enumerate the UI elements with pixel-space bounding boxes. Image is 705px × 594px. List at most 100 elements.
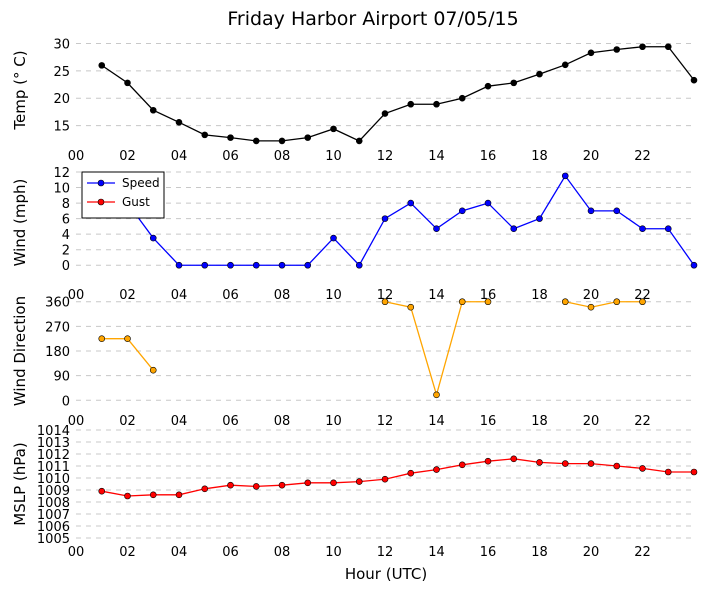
y-tick-label: 1013 [37, 436, 70, 451]
data-point [613, 46, 621, 53]
x-tick-label: 16 [480, 288, 497, 303]
data-point [484, 298, 492, 306]
data-point [690, 76, 698, 84]
x-tick-label: 22 [634, 288, 651, 303]
data-point [278, 481, 286, 489]
series-line [565, 301, 643, 308]
x-tick-label: 20 [583, 545, 600, 560]
data-point [639, 225, 646, 233]
data-point [407, 199, 415, 207]
y-tick-label: 6 [62, 213, 70, 228]
x-tick-label: 06 [222, 288, 239, 303]
data-point [484, 199, 492, 207]
data-point [664, 468, 672, 476]
data-point [381, 215, 389, 222]
x-tick-label: 02 [119, 288, 136, 303]
data-point [536, 459, 543, 466]
y-tick-label: 1014 [37, 424, 70, 439]
data-point [639, 465, 646, 472]
x-tick-label: 12 [377, 545, 394, 560]
data-point [304, 479, 312, 487]
data-point [458, 461, 466, 469]
data-point [433, 100, 440, 108]
y-tick-label: 30 [53, 37, 70, 52]
data-point [304, 134, 312, 141]
data-point [510, 455, 518, 463]
data-point [561, 298, 569, 306]
data-point [355, 478, 363, 485]
data-point [510, 79, 518, 87]
y-tick-label: 1005 [37, 532, 70, 547]
x-tick-label: 12 [377, 288, 394, 303]
x-tick-label: 10 [325, 288, 342, 303]
x-tick-label: 04 [171, 414, 188, 429]
y-tick-label: 25 [53, 65, 70, 80]
x-tick-label: 20 [583, 414, 600, 429]
x-tick-label: 08 [274, 414, 291, 429]
y-axis-label: Wind Direction [11, 296, 29, 406]
x-tick-label: 18 [531, 149, 548, 164]
x-tick-label: 08 [274, 288, 291, 303]
y-tick-label: 1010 [37, 472, 70, 487]
data-point [458, 207, 466, 215]
y-tick-label: 10 [53, 182, 70, 197]
data-point [587, 460, 595, 467]
x-tick-label: 22 [634, 545, 651, 560]
data-point [613, 462, 621, 470]
y-tick-label: 1012 [37, 448, 70, 463]
y-axis-label: Temp (° C) [11, 50, 29, 130]
x-tick-label: 08 [274, 545, 291, 560]
series-line [384, 301, 488, 398]
data-point [587, 49, 595, 57]
x-tick-label: 14 [428, 288, 445, 303]
data-point [510, 225, 518, 233]
data-point [175, 118, 183, 126]
data-point [433, 225, 440, 233]
y-tick-label: 12 [53, 166, 70, 181]
x-tick-label: 10 [325, 414, 342, 429]
y-tick-label: 1008 [37, 496, 70, 511]
data-point [278, 137, 286, 145]
x-tick-label: 02 [119, 414, 136, 429]
data-point [227, 261, 234, 269]
x-tick-label: 02 [119, 149, 136, 164]
x-tick-label: 16 [480, 414, 497, 429]
data-point [407, 469, 415, 477]
data-point [536, 215, 543, 222]
x-tick-label: 18 [531, 545, 548, 560]
y-tick-label: 4 [62, 228, 70, 243]
x-tick-label: 06 [222, 149, 239, 164]
x-tick-label: 22 [634, 414, 651, 429]
data-point [407, 303, 415, 311]
y-tick-label: 90 [53, 370, 70, 385]
data-point [639, 298, 646, 306]
x-tick-label: 06 [222, 414, 239, 429]
series-line [101, 46, 695, 142]
series-line [101, 458, 694, 497]
y-tick-label: 1006 [37, 520, 70, 535]
y-tick-label: 1011 [37, 460, 70, 475]
data-point [98, 62, 106, 69]
y-tick-label: 270 [45, 320, 70, 335]
data-point [407, 100, 415, 108]
data-point [124, 79, 131, 87]
data-point [536, 70, 543, 78]
y-tick-label: 1007 [37, 508, 70, 523]
y-tick-label: 180 [45, 345, 70, 360]
legend-label: Speed [122, 176, 160, 190]
data-point [458, 298, 466, 306]
x-tick-label: 06 [222, 545, 239, 560]
x-tick-label: 16 [480, 149, 497, 164]
chart-title: Friday Harbor Airport 07/05/15 [227, 8, 518, 30]
data-point [330, 479, 337, 487]
data-point [124, 492, 131, 500]
data-point [149, 106, 157, 114]
x-tick-label: 12 [377, 414, 394, 429]
data-point [381, 475, 389, 483]
x-tick-label: 00 [68, 288, 85, 303]
data-point [561, 61, 569, 69]
data-point [355, 261, 363, 269]
